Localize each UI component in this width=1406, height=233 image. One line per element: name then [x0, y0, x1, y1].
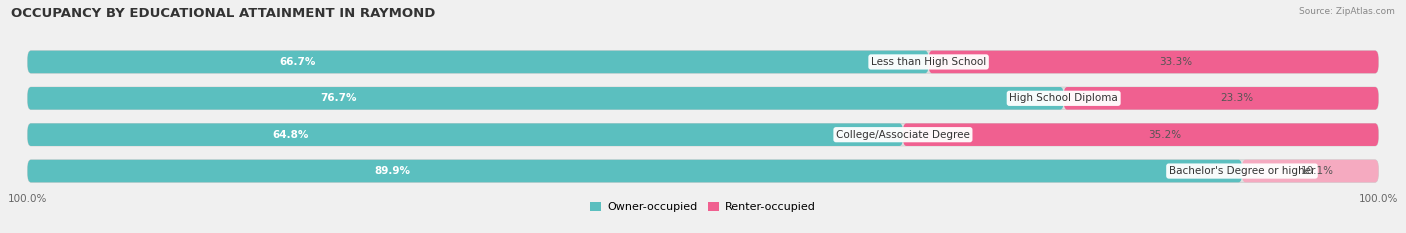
Text: Bachelor's Degree or higher: Bachelor's Degree or higher: [1168, 166, 1315, 176]
Text: 89.9%: 89.9%: [374, 166, 411, 176]
FancyBboxPatch shape: [28, 87, 1378, 110]
FancyBboxPatch shape: [28, 51, 928, 73]
Text: High School Diploma: High School Diploma: [1010, 93, 1118, 103]
FancyBboxPatch shape: [28, 123, 903, 146]
FancyBboxPatch shape: [928, 51, 1378, 73]
Text: 76.7%: 76.7%: [321, 93, 357, 103]
Text: 23.3%: 23.3%: [1220, 93, 1253, 103]
Text: 35.2%: 35.2%: [1147, 130, 1181, 140]
Text: Source: ZipAtlas.com: Source: ZipAtlas.com: [1299, 7, 1395, 16]
FancyBboxPatch shape: [28, 160, 1241, 182]
FancyBboxPatch shape: [28, 87, 1064, 110]
Text: College/Associate Degree: College/Associate Degree: [837, 130, 970, 140]
Text: 64.8%: 64.8%: [271, 130, 308, 140]
Text: OCCUPANCY BY EDUCATIONAL ATTAINMENT IN RAYMOND: OCCUPANCY BY EDUCATIONAL ATTAINMENT IN R…: [11, 7, 436, 20]
FancyBboxPatch shape: [1064, 87, 1378, 110]
FancyBboxPatch shape: [1241, 160, 1378, 182]
FancyBboxPatch shape: [28, 51, 1378, 73]
Text: 33.3%: 33.3%: [1160, 57, 1192, 67]
Text: 66.7%: 66.7%: [280, 57, 316, 67]
Text: Less than High School: Less than High School: [870, 57, 986, 67]
Text: 10.1%: 10.1%: [1301, 166, 1333, 176]
Legend: Owner-occupied, Renter-occupied: Owner-occupied, Renter-occupied: [591, 202, 815, 212]
FancyBboxPatch shape: [28, 123, 1378, 146]
FancyBboxPatch shape: [28, 160, 1378, 182]
FancyBboxPatch shape: [903, 123, 1378, 146]
